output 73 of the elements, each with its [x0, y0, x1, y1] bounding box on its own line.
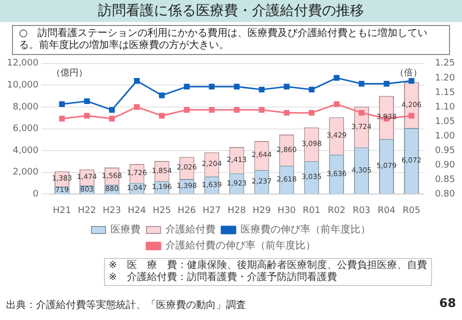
point: [308, 110, 314, 116]
point: [59, 116, 65, 122]
point: [84, 112, 90, 119]
legend-label: 医療費の伸び率（前年度比）: [240, 224, 370, 236]
y-tick-label: 8,000: [12, 102, 39, 112]
legend-label: 医療費: [110, 224, 140, 236]
x-tick-label: R02: [328, 206, 346, 216]
x-tick-label: H30: [278, 206, 296, 216]
point: [109, 107, 115, 113]
point: [184, 84, 190, 90]
point: [134, 104, 140, 110]
x-tick-label: H26: [178, 206, 196, 216]
point: [234, 107, 240, 113]
legend-label: 介護給付費の伸び率（前年度比）: [166, 240, 316, 252]
y-tick-label: 6,000: [12, 124, 39, 134]
source-note: 出典：介護給付費等実態統計、「医療費の動向」調査: [6, 298, 246, 312]
point: [258, 86, 265, 92]
point: [284, 84, 290, 90]
y2-tick-label: 1.05: [434, 116, 456, 127]
point: [358, 110, 364, 116]
text: ※ 介護給付費：訪問看護費・介護予防訪問看護費: [108, 272, 338, 284]
y2-axis-title: （倍）: [394, 68, 422, 79]
x-tick-label: H28: [228, 206, 246, 216]
y2-tick-label: 1.15: [434, 88, 456, 98]
point: [208, 84, 215, 90]
legend-label: 介護給付費: [166, 224, 216, 236]
point: [334, 75, 340, 81]
point: [408, 112, 414, 119]
x-tick-label: H23: [102, 206, 122, 216]
x-tick-label: H25: [152, 206, 171, 216]
point: [308, 86, 314, 92]
y2-tick-label: 0.80: [434, 190, 456, 200]
y2-tick-label: 0.95: [434, 146, 456, 156]
x-tick-label: H21: [52, 206, 72, 216]
y2-tick-label: 0.90: [434, 160, 456, 170]
point: [284, 110, 290, 116]
y2-tick-label: 0.85: [434, 175, 456, 186]
point: [84, 98, 90, 104]
y-axis-title: （億円）: [51, 68, 88, 79]
point: [158, 112, 165, 119]
x-tick-label: R01: [302, 206, 320, 216]
point: [158, 92, 165, 98]
x-tick-label: H27: [202, 206, 221, 216]
point: [384, 80, 390, 87]
point: [109, 116, 115, 122]
y-tick-label: 0: [32, 190, 39, 200]
point: [358, 80, 364, 87]
y2-tick-label: 1.00: [434, 131, 456, 142]
point: [334, 101, 340, 107]
y2-tick-label: 1.20: [434, 73, 456, 84]
chart-title: 訪問看護に係る医療費・介護給付費の推移: [0, 0, 462, 22]
y-tick-label: 10,000: [6, 80, 39, 91]
point: [234, 84, 240, 90]
text: ※ 医 療 費：健康保険、後期高齢者医療制度、公費負担医療、自費: [108, 260, 427, 272]
x-tick-label: R04: [378, 206, 396, 216]
y-tick-label: 4,000: [12, 146, 39, 156]
chart-subtitle: ○ 訪問看護ステーションの利用にかかる費用は、医療費及び介護給付費ともに増加している。前年度比の増加率は医療費の方が大きい。: [12, 25, 450, 55]
x-tick-label: H24: [128, 206, 146, 216]
text: 68: [439, 296, 456, 310]
x-tick-label: R05: [402, 206, 420, 216]
x-tick-label: H22: [78, 206, 96, 216]
point: [59, 101, 65, 107]
y2-tick-label: 1.10: [434, 102, 456, 112]
point: [184, 107, 190, 113]
y2-tick-label: 1.25: [434, 58, 456, 69]
point: [258, 107, 265, 113]
point: [134, 78, 140, 84]
y-tick-label: 2,000: [12, 168, 39, 178]
point: [408, 78, 414, 84]
point: [208, 107, 215, 113]
x-tick-label: R03: [352, 206, 370, 216]
y-tick-label: 12,000: [6, 58, 39, 69]
x-tick-label: H29: [252, 206, 272, 216]
